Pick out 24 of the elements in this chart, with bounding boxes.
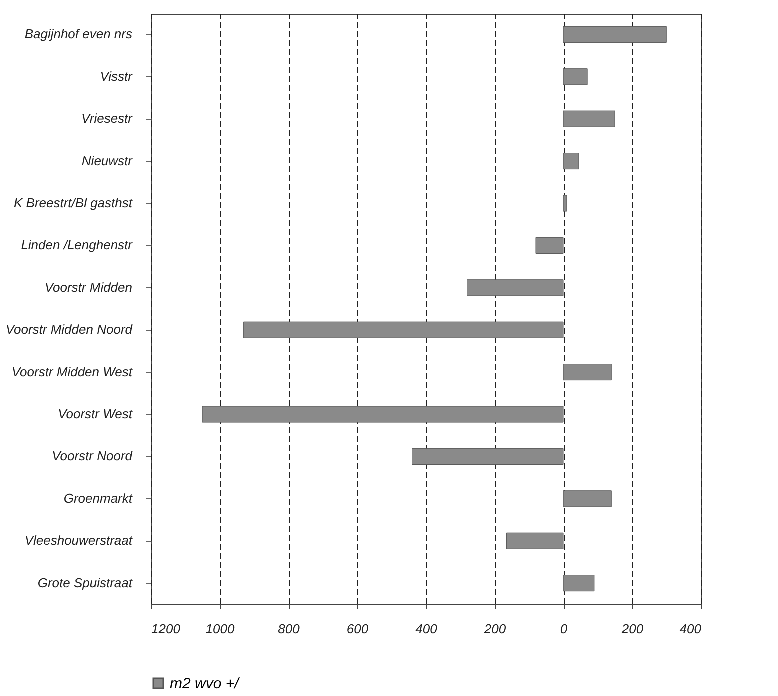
y-tick-label: Voorstr West <box>58 406 134 422</box>
y-tick-label: Bagijnhof even nrs <box>24 26 133 42</box>
x-tick-label: 1200 <box>152 622 182 636</box>
x-tick-label: 400 <box>680 622 702 636</box>
y-tick-label: K Breestrt/Bl gasthst <box>14 195 134 210</box>
y-tick-label: Voorstr Midden <box>44 280 132 295</box>
x-tick-label: 800 <box>278 622 301 636</box>
y-tick-label: Voorstr Midden West <box>12 364 134 380</box>
y-tick-label: Grote Spuistraat <box>38 575 134 590</box>
y-tick-label: Vleeshouwerstraat <box>24 533 134 548</box>
y-tick-label: Vriesestr <box>81 111 134 126</box>
y-tick-label: Voorstr Midden Noord <box>6 322 134 338</box>
y-tick-label: Linden /Lenghenstr <box>21 238 134 253</box>
y-tick-label: Visstr <box>100 68 134 84</box>
x-tick-label: 600 <box>346 622 370 636</box>
legend-label: m2 wvo +/ <box>170 676 241 692</box>
x-tick-label: 400 <box>416 622 438 636</box>
y-tick-label: Nieuwstr <box>82 153 134 168</box>
x-tick-label: 0 <box>560 622 568 636</box>
y-tick-label: Voorstr Noord <box>52 448 134 464</box>
x-tick-label: 200 <box>620 622 644 636</box>
x-tick-label: 1000 <box>206 622 236 636</box>
x-tick-label: 200 <box>483 622 507 636</box>
y-tick-label: Groenmarkt <box>64 490 134 506</box>
